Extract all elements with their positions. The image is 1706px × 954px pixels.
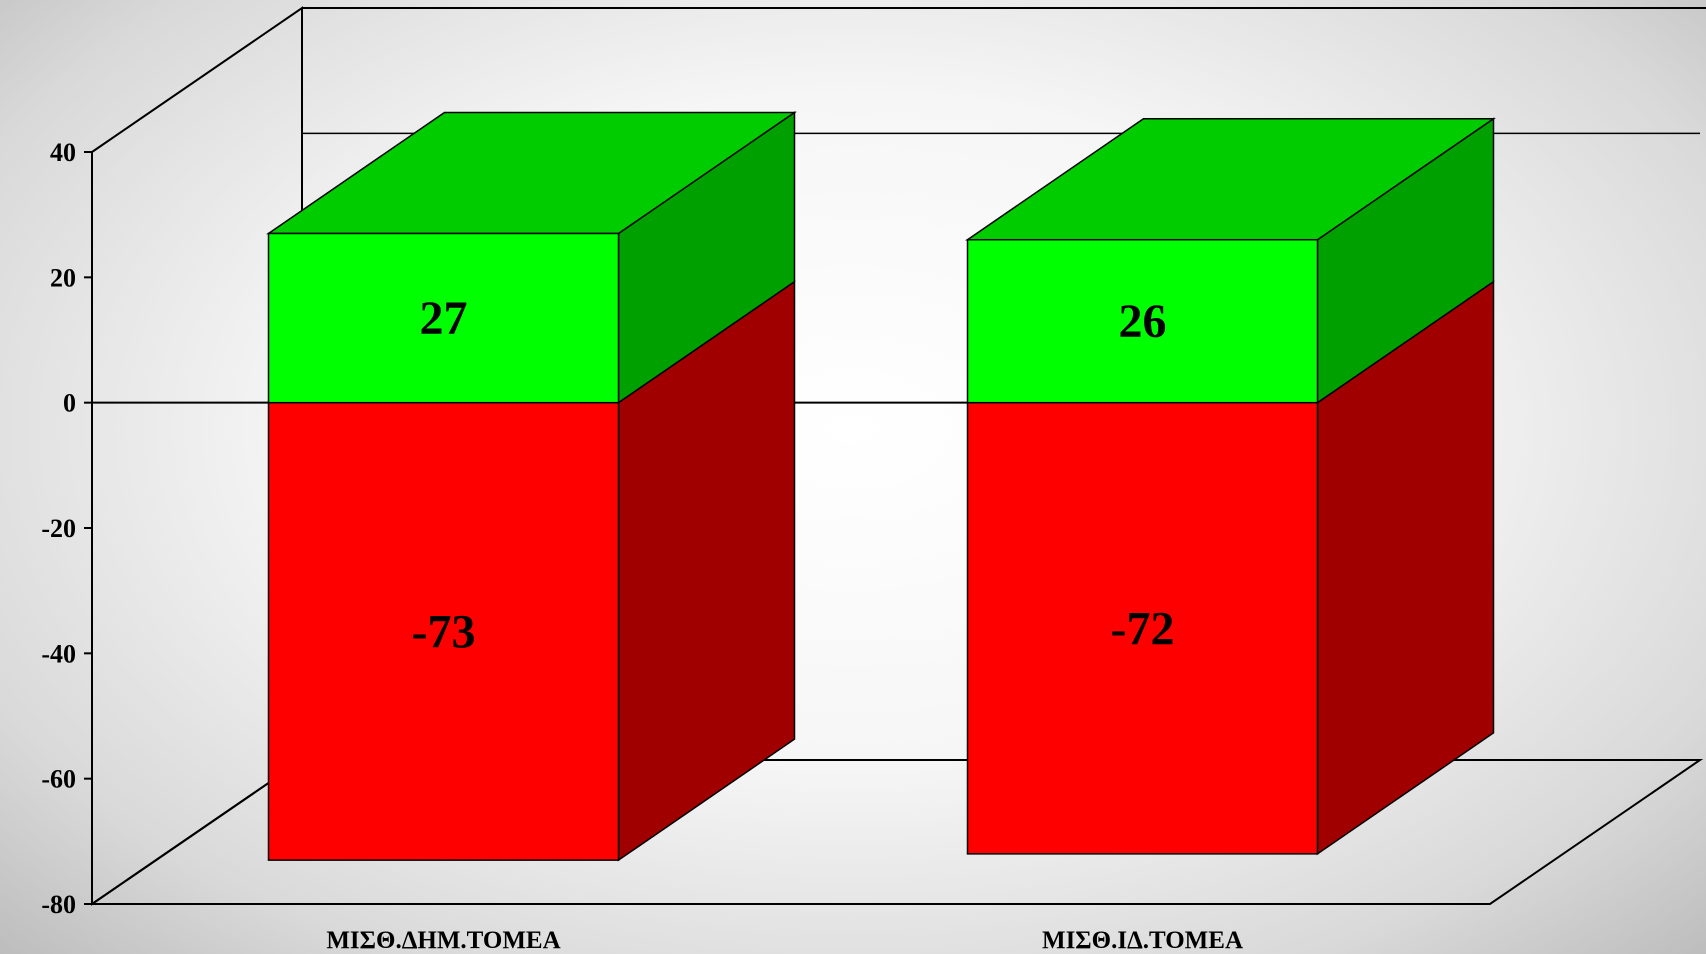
y-tick-label: 20 <box>50 263 76 292</box>
data-label: -72 <box>1111 602 1175 655</box>
category-label: ΜΙΣΘ.ΔΗΜ.ΤΟΜΕΑ <box>326 927 560 954</box>
y-tick-label: -20 <box>41 514 76 543</box>
data-label: 26 <box>1119 295 1167 348</box>
y-tick-label: 40 <box>50 138 76 167</box>
data-label: 27 <box>420 292 468 345</box>
bars <box>269 112 1494 860</box>
y-tick-label: -40 <box>41 639 76 668</box>
category-label: ΜΙΣΘ.ΙΔ.ΤΟΜΕΑ <box>1042 927 1243 954</box>
y-tick-label: -60 <box>41 765 76 794</box>
category-axis: ΜΙΣΘ.ΔΗΜ.ΤΟΜΕΑ ΜΙΣΘ.ΙΔ.ΤΟΜΕΑ <box>326 927 1243 954</box>
y-tick-label: 0 <box>63 389 76 418</box>
y-tick-label: -80 <box>41 890 76 919</box>
data-label: -73 <box>412 605 476 658</box>
